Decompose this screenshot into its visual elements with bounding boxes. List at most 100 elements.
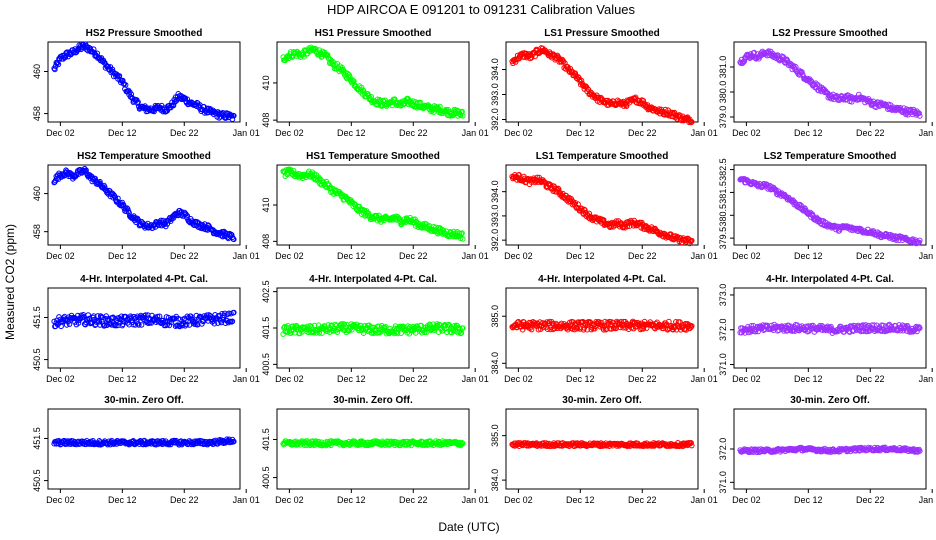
data-point xyxy=(426,321,433,328)
data-point xyxy=(90,46,97,53)
data-point xyxy=(231,112,237,119)
panel-hs2-row3-x-tick-label: Jan 01 xyxy=(233,374,260,384)
data-point xyxy=(547,181,554,188)
data-point xyxy=(746,54,753,61)
panel-ls2-row1-points xyxy=(737,48,923,119)
data-point xyxy=(430,109,437,115)
data-point xyxy=(122,82,129,88)
panel-ls1-row3-y-tick-label: 385.0 xyxy=(490,305,500,328)
data-point xyxy=(460,325,466,332)
panel-hs2-row4-x-tick-label: Dec 22 xyxy=(170,495,199,505)
data-point xyxy=(553,185,559,192)
data-point xyxy=(824,323,831,330)
panel-hs1-row3-x-tick-label: Dec 02 xyxy=(275,374,304,384)
data-point xyxy=(755,328,762,335)
panel-hs2-row3-x-tick-label: Dec 02 xyxy=(46,374,75,384)
panel-ls1-row2-y-tick-label: 394.0 xyxy=(490,180,500,203)
panel-ls2-row1-x-tick-label: Dec 02 xyxy=(732,128,761,138)
panel-ls2-row3-title: 4-Hr. Interpolated 4-Pt. Cal. xyxy=(766,274,894,285)
data-point xyxy=(63,168,70,175)
panel-hs1-row3-y-tick-label: 402.5 xyxy=(261,280,271,303)
panel-ls1-row1-x-tick-label: Dec 02 xyxy=(504,128,533,138)
panel-hs1-row2-x-tick-label: Dec 02 xyxy=(275,251,304,261)
data-point xyxy=(392,96,398,102)
data-point xyxy=(614,443,620,449)
panel-ls1-row3-frame xyxy=(505,287,699,369)
panel-hs1-row4-title: 30-min. Zero Off. xyxy=(333,395,413,406)
panel-hs2-row4: 30-min. Zero Off. Dec 02 Dec 12 Dec 22 Jan 0… xyxy=(32,395,260,505)
data-point xyxy=(512,59,519,65)
panel-ls1-row2-points xyxy=(509,172,695,247)
panel-ls1-row4: 30-min. Zero Off. Dec 02 Dec 12 Dec 22 Jan 0… xyxy=(490,395,718,505)
panel-hs2-row3-points xyxy=(51,309,237,330)
data-point xyxy=(120,321,126,328)
panel-hs2-row2-frame xyxy=(47,164,241,246)
data-point xyxy=(581,206,588,213)
data-point xyxy=(516,172,522,178)
panel-ls2-row1-y-tick-label: 381.0 xyxy=(718,56,728,79)
panel-hs1-row3-y-tick-label: 400.5 xyxy=(261,353,271,376)
panel-ls1-row2-y-tick-label: 393.0 xyxy=(490,205,500,228)
panel-hs1-row1-x-tick-label: Jan 01 xyxy=(462,128,489,138)
panel-ls1-row4-y-tick-label: 384.0 xyxy=(490,469,500,492)
data-point xyxy=(349,77,356,83)
panel-hs2-row1-y-tick-label: 460 xyxy=(32,64,42,79)
data-point xyxy=(132,322,139,328)
panel-ls1-row4-title: 30-min. Zero Off. xyxy=(562,395,642,406)
data-point xyxy=(120,202,126,209)
data-point xyxy=(451,323,458,329)
panel-ls2-row3-x-tick-label: Dec 02 xyxy=(732,374,761,384)
data-point xyxy=(55,61,62,68)
panel-ls2-row1-y-tick-label: 379.0 xyxy=(718,106,728,129)
data-point xyxy=(401,438,407,445)
panel-ls1-row3-x-tick-label: Dec 02 xyxy=(504,374,533,384)
data-point xyxy=(290,167,297,174)
data-point xyxy=(741,58,748,64)
data-point xyxy=(66,321,73,327)
panel-hs1-row4-x-tick-label: Dec 12 xyxy=(337,495,366,505)
panel-ls2-row3-y-tick-label: 373.0 xyxy=(718,284,728,307)
data-point xyxy=(229,116,236,122)
panel-hs1-row2-points xyxy=(280,166,466,242)
panel-hs2-row3-x-tick-label: Dec 22 xyxy=(170,374,199,384)
panel-ls2-row2-y-tick-label: 381.5 xyxy=(718,181,728,204)
data-point xyxy=(99,314,106,321)
panel-hs2-row2-points xyxy=(51,165,237,243)
panel-hs2-row1-x-tick-label: Dec 12 xyxy=(108,128,137,138)
panel-ls1-row3-y-tick-label: 384.0 xyxy=(490,352,500,375)
panel-hs1-row1-y-tick-label: 410 xyxy=(261,75,271,90)
panel-hs1-row1-x-tick-label: Dec 12 xyxy=(337,128,366,138)
data-point xyxy=(457,439,463,446)
panel-hs2-row2-y-tick-label: 460 xyxy=(32,186,42,201)
panel-hs1-row2: HS1 Temperature Smoothed Dec 02 Dec 12 Dec … xyxy=(261,151,489,261)
panel-ls2-row2-x-tick-label: Dec 12 xyxy=(794,251,823,261)
data-point xyxy=(437,103,443,110)
panel-ls2-row1-frame xyxy=(733,41,927,123)
panel-ls2-row3-points xyxy=(737,321,923,336)
data-point xyxy=(620,324,627,331)
data-point xyxy=(103,313,109,319)
panel-hs1-row3: 4-Hr. Interpolated 4-Pt. Cal. Dec 02 Dec 1… xyxy=(261,274,489,384)
data-point xyxy=(184,313,191,320)
data-point xyxy=(917,237,923,244)
data-point xyxy=(880,322,886,329)
data-point xyxy=(63,322,70,328)
data-point xyxy=(537,326,544,332)
data-point xyxy=(211,320,218,327)
panel-hs2-row3-x-tick-label: Dec 12 xyxy=(108,374,137,384)
data-point xyxy=(740,59,746,66)
data-point xyxy=(527,325,534,331)
panel-ls2-row2-title: LS2 Temperature Smoothed xyxy=(764,151,897,162)
data-point xyxy=(124,205,130,211)
data-point xyxy=(668,110,675,117)
panel-hs1-row2-x-tick-label: Dec 12 xyxy=(337,251,366,261)
data-point xyxy=(689,237,695,244)
panel-hs2-row4-title: 30-min. Zero Off. xyxy=(104,395,184,406)
data-point xyxy=(120,77,126,84)
data-point xyxy=(585,86,591,92)
panel-ls1-row1: LS1 Pressure Smoothed Dec 02 Dec 12 Dec 22 J… xyxy=(490,28,718,138)
panel-ls1-row4-y-tick-label: 385.0 xyxy=(490,424,500,447)
panel-hs1-row1-x-tick-label: Dec 02 xyxy=(275,128,304,138)
data-point xyxy=(154,313,161,320)
